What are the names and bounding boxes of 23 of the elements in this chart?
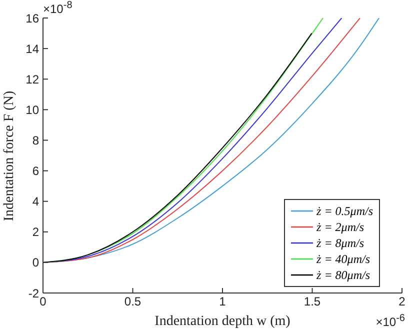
y-tick-label: 4: [32, 194, 40, 209]
y-tick-label: 14: [26, 42, 40, 56]
y-tick-label: 2: [32, 225, 40, 240]
x-axis-title: Indentation depth w (m): [154, 314, 290, 329]
y-tick-label: 0: [32, 256, 40, 270]
y-tick-label: 16: [26, 11, 40, 26]
text: ×10$^{-6}$: [376, 313, 405, 329]
legend-label: ż = 0.5μm/s: [316, 204, 373, 218]
y-tick-label: 8: [32, 133, 40, 148]
x-tick-label: 1.5: [304, 294, 321, 309]
legend-label: ż = 80μm/s: [316, 268, 370, 282]
x-tick-label: 2: [398, 294, 406, 309]
legend-label: ż = 2μm/s: [316, 220, 364, 234]
text: ×10$^{-8}$: [43, 0, 72, 16]
legend-label: ż = 40μm/s: [316, 252, 370, 266]
legend-label: ż = 8μm/s: [316, 236, 364, 250]
y-tick-label: 10: [26, 102, 40, 117]
x-tick-label: 0.5: [124, 294, 142, 309]
y-tick-label: 6: [32, 164, 40, 178]
y-tick-label: 12: [26, 72, 40, 86]
y-tick-label: -2: [28, 286, 40, 300]
y-axis-title: Indentation force F (N): [2, 90, 18, 221]
x-tick-label: 1: [219, 294, 226, 309]
